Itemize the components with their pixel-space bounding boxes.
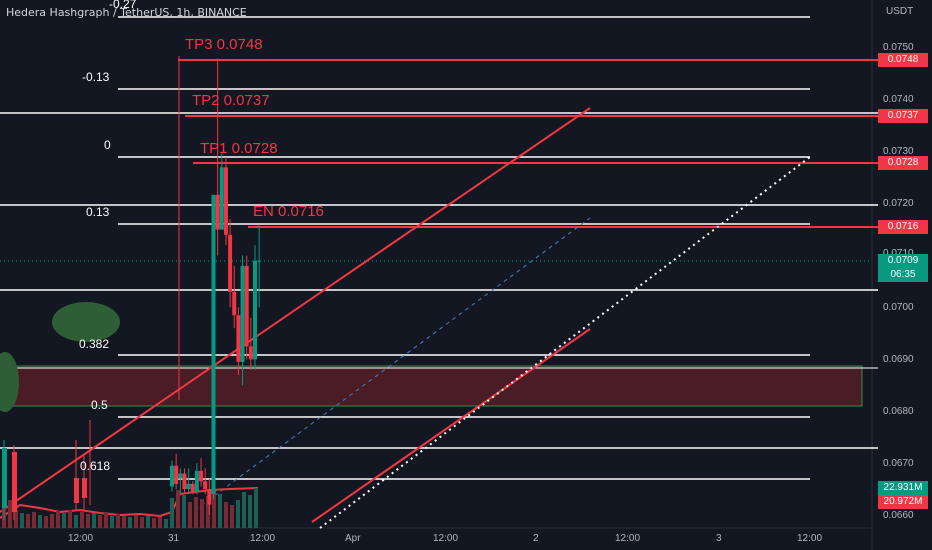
candle-body: [170, 465, 174, 487]
candle-body: [223, 167, 228, 235]
fib-label: 0.5: [91, 398, 108, 412]
candle-body: [174, 465, 179, 484]
fib-label: -0.13: [82, 70, 110, 84]
trendline-upper: [0, 107, 591, 513]
time-tick: 12:00: [797, 533, 823, 544]
time-tick: 12:00: [433, 533, 459, 544]
lead-in-candles: [2, 420, 91, 520]
tp3-price-tag: 0.0748: [878, 53, 928, 67]
price-tick: 0.0700: [883, 302, 914, 313]
candle-body: [190, 483, 195, 492]
projection-dotted: [319, 156, 811, 529]
time-tick: 12:00: [68, 533, 94, 544]
candle-body: [203, 481, 208, 490]
price-tick: 0.0750: [883, 42, 914, 53]
price-tick: 0.0670: [883, 458, 914, 469]
chart-title-text: Hedera Hashgraph / TetherUS, 1h, BINANCE: [6, 6, 247, 19]
price-tick: 0.0710: [883, 248, 914, 259]
entry-price-tag: 0.0716: [878, 220, 928, 234]
drawing-blob: [52, 302, 120, 342]
candle-body: [244, 265, 249, 347]
candle-body: [253, 260, 257, 360]
time-tick: 3: [716, 533, 722, 544]
fib-label: 0.618: [80, 459, 111, 473]
volume-bars: [2, 488, 258, 528]
drawing-blob: [0, 352, 19, 412]
current-price-tag: 0.0709: [878, 254, 928, 268]
candle-body: [215, 194, 220, 230]
candlestick-series: [170, 58, 262, 515]
tp1-price-tag: 0.0728: [878, 156, 928, 170]
demand-zone: [0, 365, 863, 407]
candle-body: [232, 291, 237, 316]
time-tick: 12:00: [250, 533, 276, 544]
tp2-price-tag: 0.0737: [878, 109, 928, 123]
time-tick: 31: [168, 533, 180, 544]
price-tick: 0.0660: [883, 510, 914, 521]
candle-body: [257, 260, 262, 262]
volume-ma-tag: 20.972M: [878, 495, 928, 509]
candle-body: [248, 346, 253, 360]
tp2-label: TP2 0.0737: [192, 92, 270, 109]
price-tick: 0.0740: [883, 94, 914, 105]
price-tick: 0.0690: [883, 354, 914, 365]
candle-body: [178, 473, 183, 479]
candle-body: [211, 194, 216, 495]
currency-label: USDT: [886, 6, 914, 17]
price-tick: 0.0720: [883, 198, 914, 209]
time-tick: 12:00: [615, 533, 641, 544]
fib-label: 0: [104, 138, 111, 152]
candle-body: [236, 315, 241, 362]
fib-label: 0.382: [79, 337, 110, 351]
entry-label: EN 0.0716: [253, 203, 324, 220]
candle-body: [207, 489, 212, 505]
fib-label: -0.27: [109, 0, 137, 11]
candle-body: [240, 265, 245, 362]
candle-body: [182, 473, 187, 490]
fib-label: 0.13: [86, 205, 110, 219]
candle-body: [219, 167, 224, 230]
candle-body: [186, 483, 191, 490]
time-tick: Apr: [345, 533, 361, 544]
bar-countdown: 06:35: [878, 268, 928, 282]
price-tick: 0.0730: [883, 146, 914, 157]
volume-tag: 22.931M: [878, 481, 928, 495]
time-tick: 2: [533, 533, 539, 544]
candle-body: [194, 470, 199, 492]
chart-title: Hedera Hashgraph / TetherUS, 1h, BINANCE: [6, 6, 247, 19]
tp3-label: TP3 0.0748: [185, 36, 263, 53]
candle-body: [199, 470, 204, 482]
projection-dashed: [194, 217, 591, 511]
tp1-label: TP1 0.0728: [200, 140, 278, 157]
price-tick: 0.0680: [883, 406, 914, 417]
trendline-lower: [311, 328, 591, 523]
candle-body: [228, 234, 233, 292]
